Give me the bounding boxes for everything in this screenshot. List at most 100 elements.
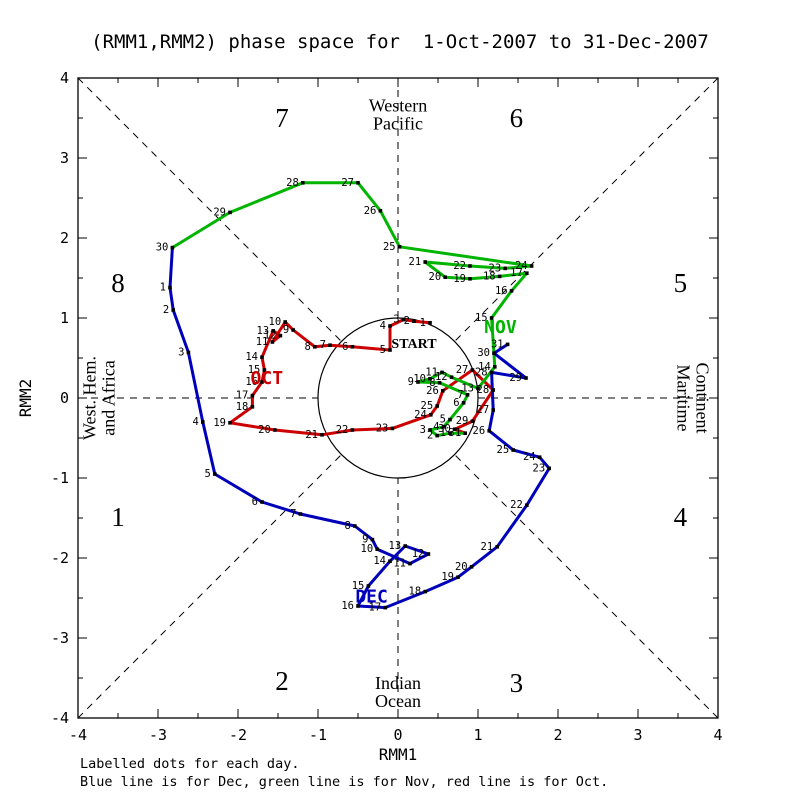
oct-day-dot <box>470 368 475 372</box>
nov-day-label: 25 <box>383 241 396 253</box>
oct-day-label: 18 <box>236 401 249 413</box>
legend-line-2: Blue line is for Dec, green line is for … <box>80 774 609 790</box>
nov-day-dot <box>441 425 446 429</box>
oct-day-dot <box>441 389 445 393</box>
dec-day-label: 6 <box>252 496 258 508</box>
nov-day-dot <box>465 393 470 397</box>
nov-day-label: 18 <box>483 270 496 282</box>
oct-day-dot <box>260 380 264 384</box>
region-label-top: Western <box>369 96 428 116</box>
oct-day-dot <box>470 419 475 423</box>
y-tick-label: -1 <box>51 469 69 487</box>
nov-day-dot <box>503 266 507 271</box>
oct-day-dot <box>320 433 324 437</box>
dec-day-dot <box>388 559 392 563</box>
x-tick-label: -3 <box>149 726 167 744</box>
oct-day-label: 27 <box>456 364 469 376</box>
region-label-bottom: Indian <box>375 673 421 693</box>
oct-day-dot <box>271 329 275 333</box>
nov-day-label: 8 <box>429 377 435 389</box>
oct-day-label: 4 <box>380 320 386 332</box>
dec-day-dot <box>524 376 528 380</box>
region-label-bottom: Ocean <box>375 691 421 711</box>
nov-day-dot <box>476 386 480 391</box>
oct-day-label: 26 <box>426 385 439 397</box>
oct-day-label: 20 <box>258 424 271 436</box>
oct-day-label: 10 <box>269 316 282 328</box>
dec-day-dot <box>168 285 172 290</box>
oct-day-label: 2 <box>404 315 410 327</box>
oct-day-label: 7 <box>320 339 326 351</box>
dec-trajectory <box>168 246 551 610</box>
nov-day-dot <box>397 245 402 249</box>
oct-day-label: 8 <box>304 341 310 353</box>
y-tick-label: 3 <box>60 149 69 167</box>
oct-day-dot <box>491 388 495 392</box>
nov-day-dot <box>443 275 447 279</box>
dec-day-label: 23 <box>533 462 546 474</box>
start-label: START <box>391 337 437 352</box>
nov-day-dot <box>525 271 529 275</box>
oct-day-dot <box>313 345 317 349</box>
x-axis-title: RMM1 <box>379 745 418 764</box>
x-tick-label: -1 <box>309 726 327 744</box>
oct-day-label: 6 <box>342 341 348 353</box>
oct-day-label: 15 <box>248 364 261 376</box>
dec-day-dot <box>403 544 407 548</box>
dec-day-dot <box>495 545 499 549</box>
oct-day-label: 5 <box>380 344 386 356</box>
nov-day-label: 13 <box>461 382 474 394</box>
dec-day-dot <box>171 308 175 312</box>
nov-day-dot <box>509 289 514 293</box>
phase-guide-line <box>77 454 342 719</box>
dec-day-dot <box>456 575 460 579</box>
region-label-right: Continent <box>693 363 713 434</box>
region-label-right: Maritime <box>674 365 694 432</box>
oct-day-dot <box>291 328 295 332</box>
nov-day-dot <box>468 264 472 268</box>
dec-day-label: 9 <box>362 534 368 546</box>
dec-day-label: 25 <box>497 444 510 456</box>
dec-day-label: 13 <box>389 540 402 552</box>
oct-day-label: 3 <box>393 314 399 326</box>
dec-day-dot <box>505 342 510 347</box>
oct-day-dot <box>428 321 432 325</box>
nov-day-dot <box>228 210 232 215</box>
oct-day-label: 22 <box>336 424 349 436</box>
dec-day-dot <box>423 589 427 594</box>
y-tick-label: 2 <box>60 229 69 247</box>
oct-day-dot <box>283 320 287 324</box>
oct-day-dot <box>350 345 355 349</box>
phase-guide-line <box>77 77 342 342</box>
oct-day-label: 21 <box>305 429 318 441</box>
dec-day-dot <box>298 512 303 516</box>
oct-day-label: 29 <box>456 415 469 427</box>
nov-day-dot <box>437 381 442 385</box>
oct-day-label: 11 <box>256 336 269 348</box>
y-tick-label: -3 <box>51 629 69 647</box>
nov-day-label: 11 <box>425 366 438 378</box>
oct-day-dot <box>260 355 264 359</box>
x-tick-label: 3 <box>633 726 642 744</box>
nov-day-label: 10 <box>413 373 426 385</box>
oct-day-dot <box>429 413 433 417</box>
nov-day-dot <box>497 274 502 279</box>
nov-day-dot <box>301 181 305 185</box>
x-tick-label: -4 <box>69 726 87 744</box>
dec-day-dot <box>408 561 412 566</box>
nov-day-dot <box>378 209 383 213</box>
oct-day-dot <box>262 368 267 372</box>
oct-day-label: 30 <box>438 423 451 435</box>
phase-number-2: 2 <box>275 666 289 696</box>
dec-day-label: 4 <box>192 416 198 428</box>
dec-day-dot <box>511 448 515 452</box>
dec-day-dot <box>213 472 217 476</box>
oct-day-dot <box>435 404 439 408</box>
phase-number-7: 7 <box>275 103 289 133</box>
oct-day-dot <box>453 427 457 431</box>
dec-day-label: 8 <box>344 520 350 532</box>
dec-day-dot <box>525 503 529 507</box>
oct-day-label: 24 <box>414 409 427 421</box>
phase-number-3: 3 <box>510 668 524 698</box>
